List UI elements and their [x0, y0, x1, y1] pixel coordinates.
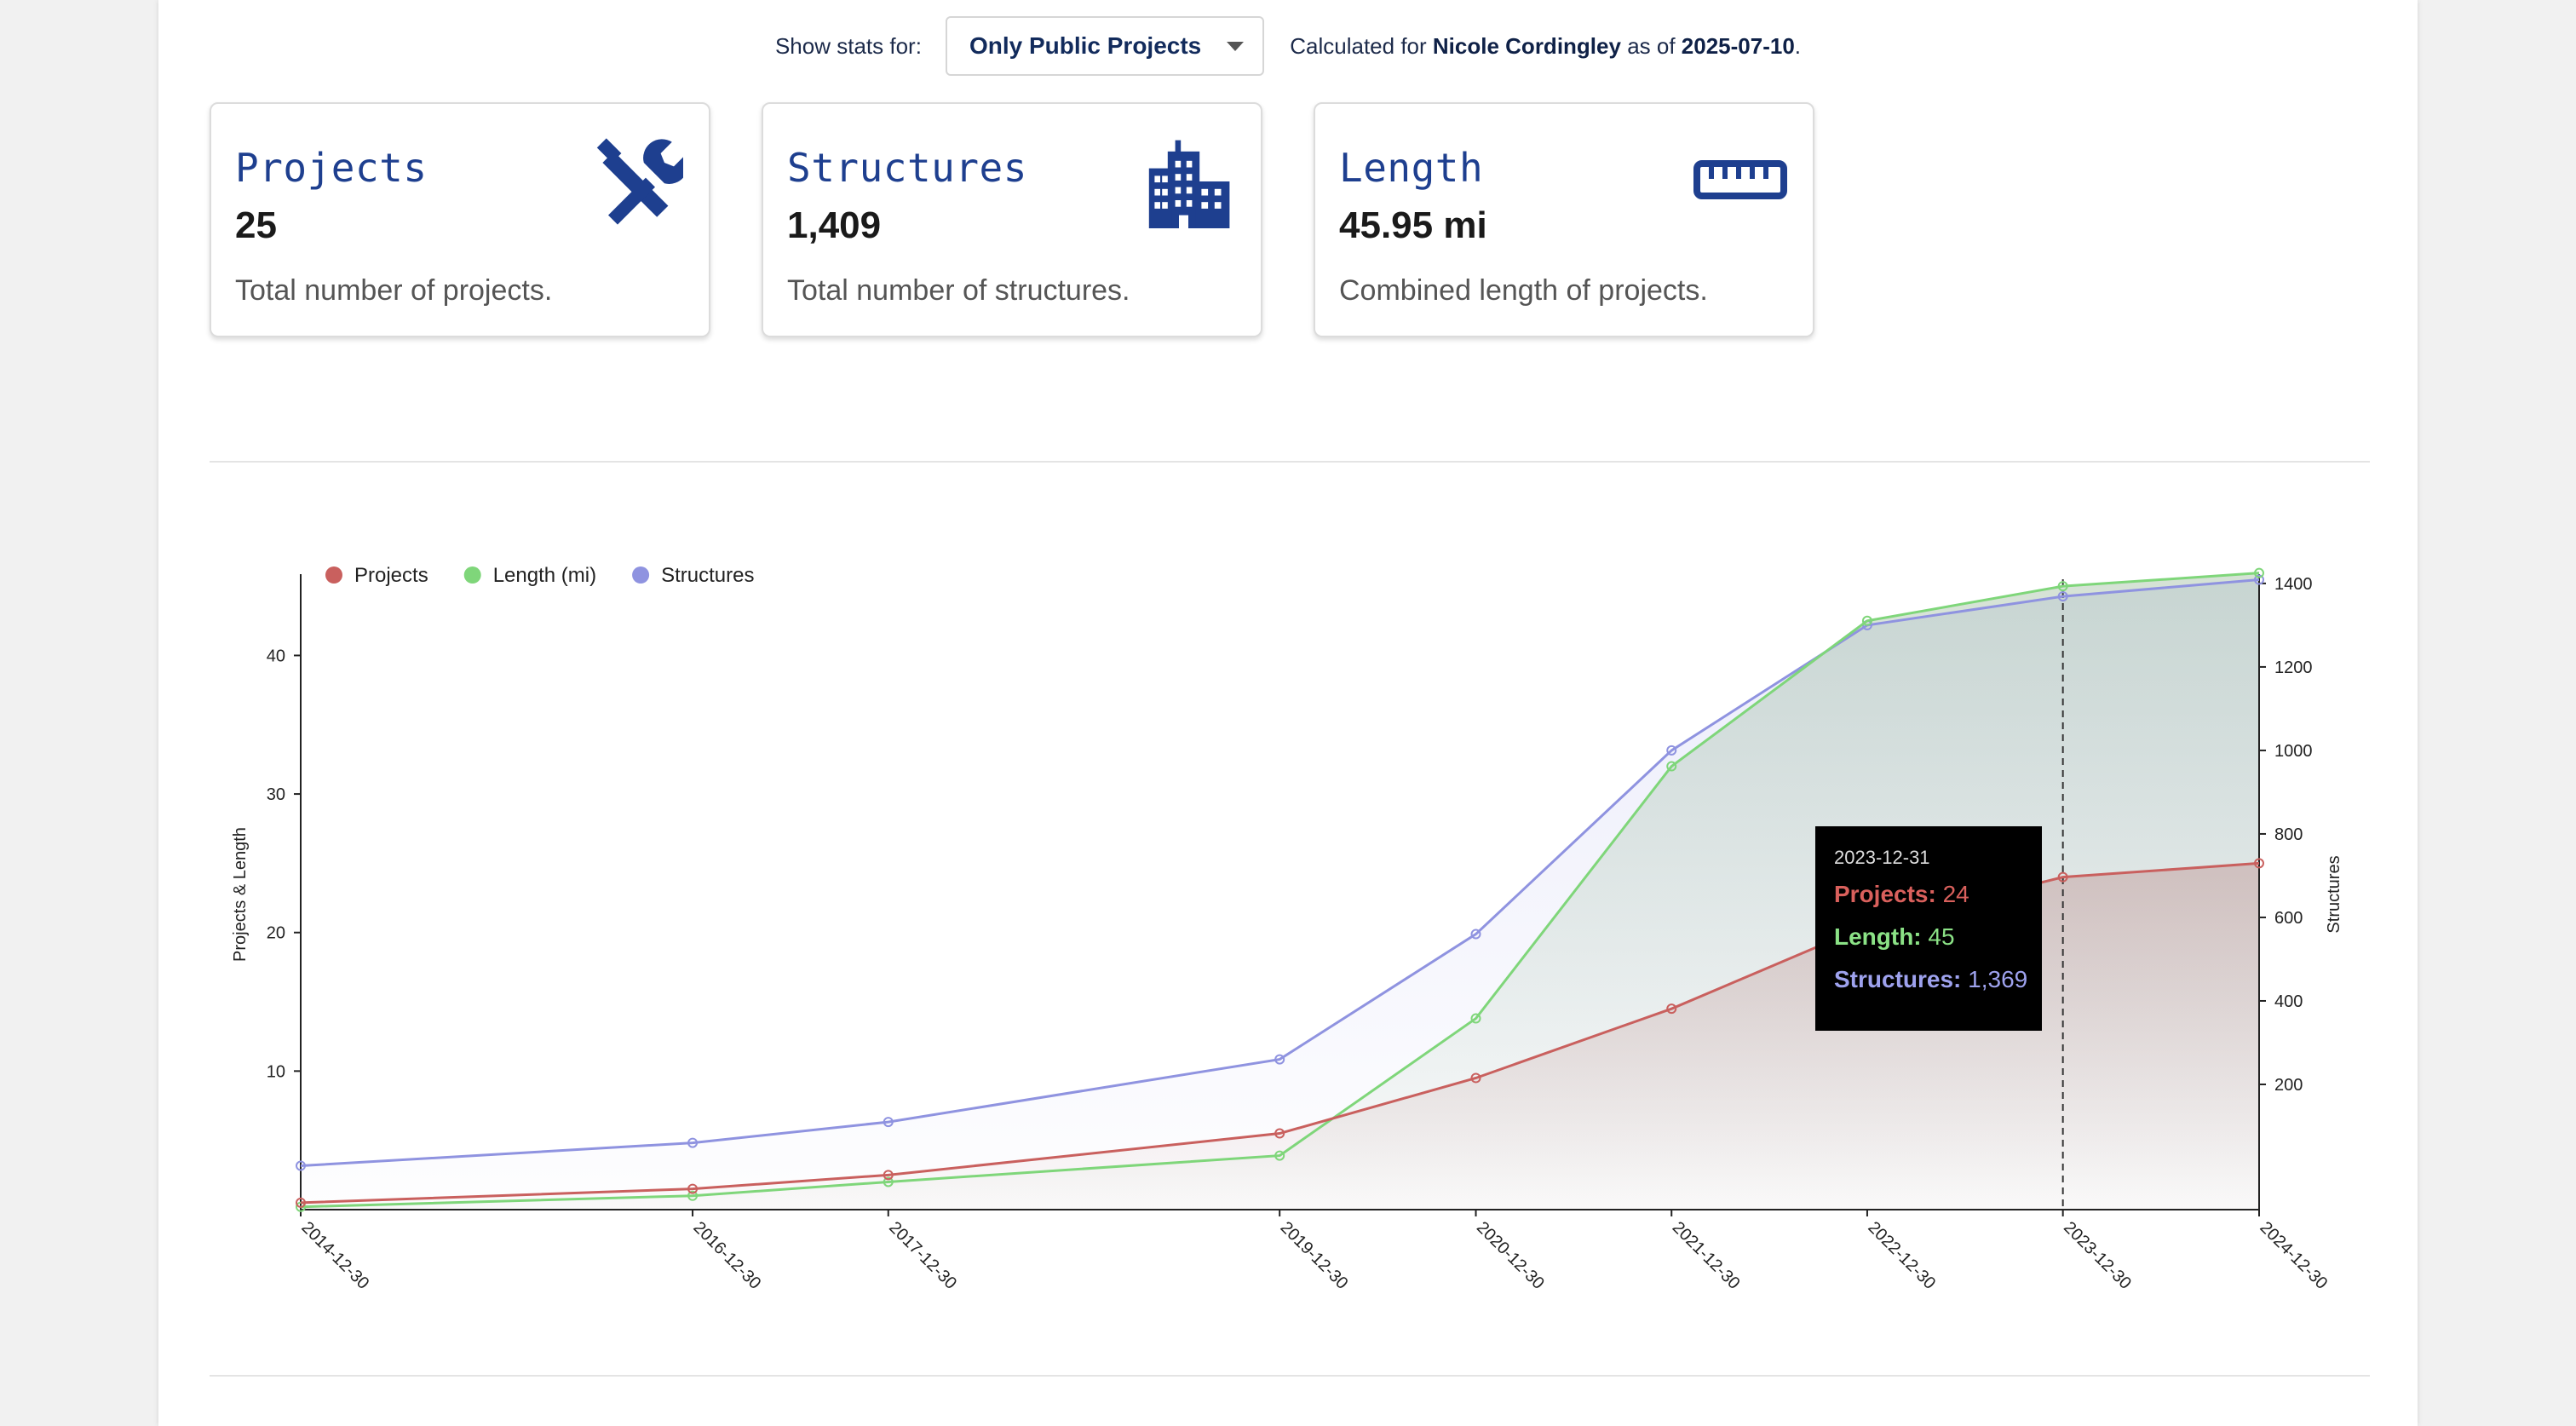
data-point — [1274, 1128, 1285, 1139]
chevron-down-icon — [1227, 41, 1245, 51]
calc-date: 2025-07-10 — [1681, 32, 1795, 59]
project-scope-select[interactable]: Only Public Projects — [945, 16, 1265, 76]
left-axis-tick-label: 20 — [267, 924, 285, 943]
tools-icon — [596, 138, 683, 225]
tooltip-projects: Projects: 24 — [1834, 881, 2023, 908]
data-point — [1470, 929, 1481, 940]
data-point — [687, 1190, 699, 1201]
right-axis-tick-label: 1400 — [2274, 575, 2313, 594]
data-point — [1861, 615, 1872, 626]
tooltip-structures: Structures: 1,369 — [1834, 966, 2027, 993]
card-description: Combined length of projects. — [1339, 274, 1708, 307]
calc-prefix: Calculated for — [1290, 32, 1427, 59]
card-title: Length — [1339, 145, 1484, 191]
card-description: Total number of projects. — [235, 274, 553, 307]
card-value: 1,409 — [787, 204, 882, 246]
calc-user: Nicole Cordingley — [1432, 32, 1621, 59]
calc-period: . — [1794, 32, 1802, 59]
data-point — [2254, 858, 2264, 869]
data-point — [296, 1201, 306, 1212]
data-point — [2057, 591, 2068, 602]
legend-label: Projects — [354, 564, 428, 587]
data-point — [883, 1176, 894, 1187]
data-point — [1666, 1003, 1677, 1015]
legend-swatch — [632, 566, 650, 584]
card-title: Structures — [787, 145, 1027, 191]
left-axis-tick-label: 40 — [267, 647, 285, 665]
stats-page: Show stats for: Only Public Projects Cal… — [158, 0, 2418, 1426]
right-axis-tick-label: 200 — [2274, 1076, 2303, 1095]
data-point — [1470, 1072, 1481, 1084]
legend-swatch — [325, 566, 342, 584]
card-value: 25 — [235, 204, 277, 246]
tooltip-projects-label: Projects: — [1834, 881, 1936, 907]
right-axis-tick-label: 1000 — [2274, 742, 2313, 761]
calculation-note: Calculated for Nicole Cordingley as of 2… — [1290, 33, 1801, 60]
legend-swatch — [463, 566, 481, 584]
section-divider — [210, 461, 2370, 463]
data-point — [687, 1183, 699, 1194]
data-point — [2254, 567, 2264, 578]
chart-tooltip: 2023-12-31 Projects: 24 Length: 45 Struc… — [1815, 826, 2042, 1031]
tooltip-structures-value: 1,369 — [1968, 966, 2028, 992]
left-axis-label: Projects & Length — [231, 827, 250, 962]
right-axis-tick-label: 600 — [2274, 909, 2303, 928]
x-axis-tick-label: 2014-12-30 — [297, 1218, 372, 1293]
tooltip-length-label: Length: — [1834, 923, 1922, 950]
tooltip-length-value: 45 — [1928, 923, 1955, 950]
stats-filter-bar: Show stats for: Only Public Projects Cal… — [158, 15, 2418, 77]
length-stat-card: Length 45.95 mi Combined length of proje… — [1314, 102, 1814, 337]
legend-label: Structures — [661, 564, 754, 587]
x-axis-tick-label: 2023-12-30 — [2060, 1218, 2135, 1293]
data-point — [883, 1170, 894, 1181]
legend-label: Length (mi) — [493, 564, 596, 587]
data-point — [687, 1137, 699, 1148]
tooltip-date: 2023-12-31 — [1834, 847, 1930, 868]
show-stats-label: Show stats for: — [774, 32, 922, 59]
data-point — [296, 1160, 306, 1171]
x-axis-tick-label: 2024-12-30 — [2256, 1218, 2331, 1293]
data-point — [2254, 574, 2264, 585]
x-axis-tick-label: 2016-12-30 — [690, 1218, 765, 1293]
data-point — [2057, 871, 2068, 883]
right-axis-label: Structures — [2325, 855, 2343, 933]
tooltip-length: Length: 45 — [1834, 923, 2023, 951]
section-divider — [210, 1375, 2370, 1377]
data-point — [1274, 1054, 1285, 1065]
card-value: 45.95 mi — [1339, 204, 1487, 246]
building-icon — [1148, 140, 1230, 228]
x-axis-tick-label: 2019-12-30 — [1277, 1218, 1352, 1293]
card-title: Projects — [235, 145, 428, 191]
right-axis-tick-label: 400 — [2274, 992, 2303, 1011]
data-point — [2057, 581, 2068, 592]
data-point — [1274, 1150, 1285, 1161]
ruler-icon — [1693, 160, 1787, 199]
tooltip-projects-value: 24 — [1942, 881, 1969, 907]
right-axis-tick-label: 800 — [2274, 825, 2303, 844]
x-axis-tick-label: 2021-12-30 — [1669, 1218, 1744, 1293]
calc-as-of: as of — [1627, 32, 1676, 59]
x-axis-tick-label: 2017-12-30 — [885, 1218, 960, 1293]
left-axis-tick-label: 10 — [267, 1062, 285, 1081]
project-scope-value: Only Public Projects — [969, 32, 1202, 59]
data-point — [296, 1197, 306, 1208]
data-point — [883, 1117, 894, 1128]
x-axis-tick-label: 2022-12-30 — [1864, 1218, 1939, 1293]
data-point — [1470, 1013, 1481, 1024]
data-point — [1666, 745, 1677, 756]
projects-stat-card: Projects 25 Total number of projects. — [210, 102, 710, 337]
tooltip-structures-label: Structures: — [1834, 966, 1962, 992]
right-axis-tick-label: 1200 — [2274, 658, 2313, 677]
structures-stat-card: Structures 1,409 Total number of structu… — [762, 102, 1262, 337]
card-description: Total number of structures. — [787, 274, 1130, 307]
x-axis-tick-label: 2020-12-30 — [1473, 1218, 1548, 1293]
data-point — [1666, 761, 1677, 772]
data-point — [1861, 619, 1872, 630]
left-axis-tick-label: 30 — [267, 785, 285, 804]
